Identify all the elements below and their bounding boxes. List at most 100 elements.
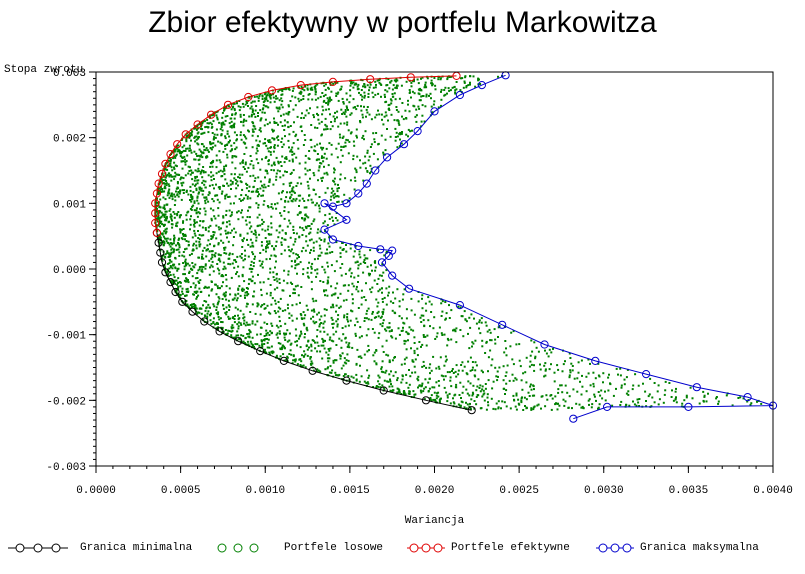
random-portfolio-point [223, 123, 225, 126]
random-portfolio-point [564, 384, 567, 387]
random-portfolio-point [231, 181, 234, 183]
random-portfolio-point [308, 225, 311, 227]
random-portfolio-point [188, 264, 191, 267]
random-portfolio-point [497, 375, 499, 378]
random-portfolio-point [307, 340, 310, 343]
random-portfolio-point [156, 210, 158, 213]
random-portfolio-point [435, 367, 438, 370]
random-portfolio-point [288, 219, 291, 222]
random-portfolio-point [314, 347, 317, 350]
random-portfolio-point [369, 83, 372, 86]
random-portfolio-point [308, 239, 311, 242]
random-portfolio-point [184, 163, 187, 166]
random-portfolio-point [366, 309, 369, 312]
random-portfolio-point [238, 100, 241, 102]
random-portfolio-point [254, 229, 257, 232]
random-portfolio-point [324, 191, 327, 194]
random-portfolio-point [505, 354, 508, 357]
random-portfolio-point [261, 223, 264, 225]
random-portfolio-point [264, 307, 267, 310]
random-portfolio-point [275, 175, 278, 178]
random-portfolio-point [266, 341, 269, 344]
random-portfolio-point [185, 140, 188, 143]
random-portfolio-point [357, 355, 360, 358]
random-portfolio-point [287, 273, 290, 276]
random-portfolio-point [418, 107, 421, 110]
random-portfolio-point [296, 272, 298, 275]
random-portfolio-point [248, 130, 250, 133]
random-portfolio-point [367, 159, 370, 162]
random-portfolio-point [604, 399, 607, 402]
random-portfolio-point [407, 103, 409, 106]
random-portfolio-point [215, 293, 218, 296]
random-portfolio-point [597, 374, 600, 377]
random-portfolio-point [756, 400, 758, 403]
random-portfolio-point [397, 122, 400, 125]
random-portfolio-point [350, 82, 352, 85]
random-portfolio-point [340, 145, 343, 148]
random-portfolio-point [224, 144, 227, 147]
random-portfolio-point [327, 100, 330, 103]
random-portfolio-point [326, 248, 328, 251]
random-portfolio-point [405, 330, 408, 333]
random-portfolio-point [398, 390, 401, 393]
random-portfolio-point [301, 365, 304, 368]
random-portfolio-point [554, 403, 557, 406]
random-portfolio-point [304, 218, 307, 221]
random-portfolio-point [218, 201, 221, 204]
random-portfolio-point [318, 318, 321, 321]
random-portfolio-point [264, 138, 267, 141]
random-portfolio-point [166, 161, 168, 164]
random-portfolio-point [497, 75, 499, 78]
random-portfolio-point [213, 254, 216, 257]
random-portfolio-point [405, 356, 408, 359]
random-portfolio-point [367, 307, 370, 310]
random-portfolio-point [259, 109, 262, 112]
random-portfolio-point [325, 157, 328, 160]
random-portfolio-point [269, 353, 271, 356]
random-portfolio-point [265, 334, 268, 337]
random-portfolio-point [182, 177, 185, 180]
random-portfolio-point [265, 94, 268, 97]
random-portfolio-point [342, 135, 345, 138]
random-portfolio-point [174, 199, 177, 202]
random-portfolio-point [231, 329, 234, 332]
random-portfolio-point [257, 99, 260, 102]
random-portfolio-point [328, 357, 331, 360]
random-portfolio-point [312, 315, 315, 318]
random-portfolio-point [247, 282, 250, 285]
random-portfolio-point [233, 177, 236, 180]
random-portfolio-point [278, 315, 281, 318]
random-portfolio-point [158, 205, 161, 208]
random-portfolio-point [576, 377, 579, 380]
random-portfolio-point [348, 197, 351, 200]
random-portfolio-point [432, 103, 435, 106]
random-portfolio-point [256, 320, 259, 323]
random-portfolio-point [593, 395, 596, 398]
x-tick-label: 0.0000 [76, 485, 116, 497]
random-portfolio-point [156, 220, 159, 223]
random-portfolio-point [305, 304, 308, 307]
random-portfolio-point [332, 219, 334, 222]
random-portfolio-point [327, 348, 330, 350]
random-portfolio-point [366, 111, 369, 114]
random-portfolio-point [204, 126, 207, 129]
random-portfolio-point [373, 141, 376, 143]
random-portfolio-point [365, 382, 368, 385]
random-portfolio-point [181, 292, 184, 295]
random-portfolio-point [223, 292, 226, 295]
random-portfolio-point [165, 217, 168, 220]
random-portfolio-point [220, 192, 223, 195]
random-portfolio-point [505, 382, 508, 385]
random-portfolio-point [268, 242, 271, 245]
random-portfolio-point [382, 319, 385, 322]
random-portfolio-point [433, 77, 436, 79]
random-portfolio-point [194, 184, 196, 187]
random-portfolio-point [342, 299, 345, 302]
random-portfolio-point [263, 303, 266, 306]
random-portfolio-point [330, 143, 333, 146]
random-portfolio-point [245, 137, 248, 140]
random-portfolio-point [184, 258, 187, 261]
random-portfolio-point [190, 252, 193, 255]
random-portfolio-point [315, 299, 318, 302]
